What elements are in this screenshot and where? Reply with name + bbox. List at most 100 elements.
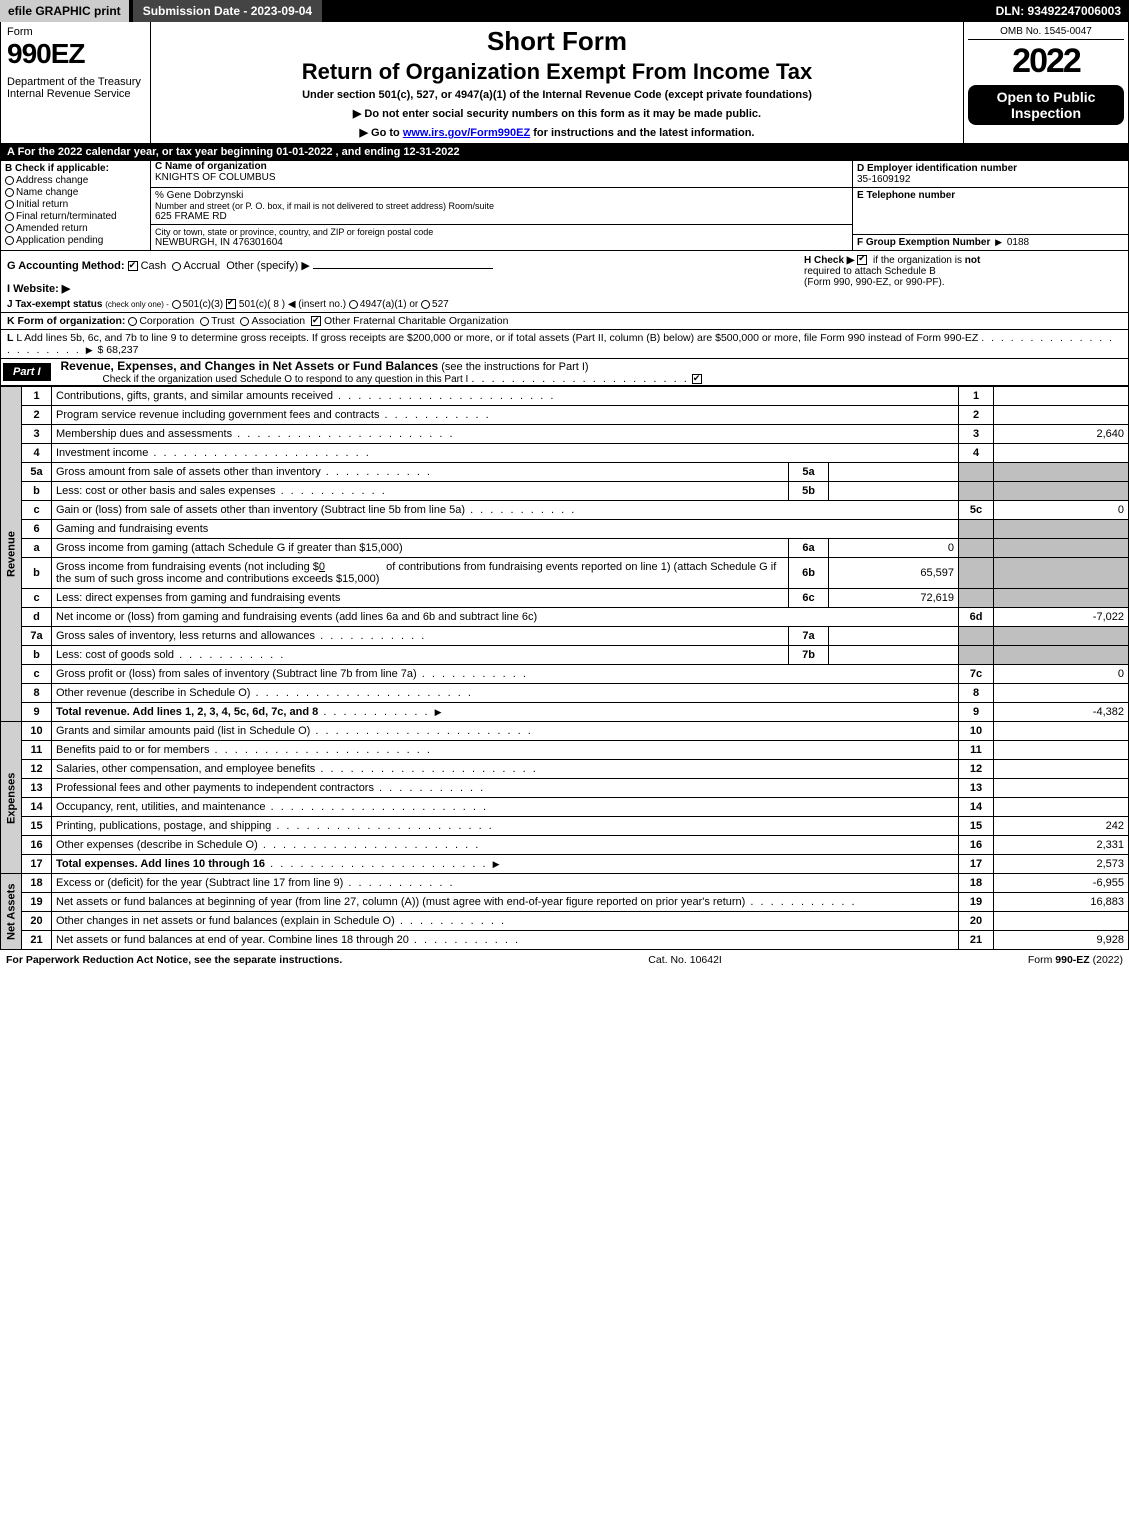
h-not: not (965, 255, 981, 266)
street-address: 625 FRAME RD (155, 211, 848, 222)
l14-num: 14 (22, 798, 52, 817)
l7a-rshade (959, 627, 994, 646)
l21-desc: Net assets or fund balances at end of ye… (52, 931, 959, 950)
table-row: c Gross profit or (loss) from sales of i… (1, 665, 1129, 684)
h-checkbox[interactable] (857, 255, 867, 265)
page-footer: For Paperwork Reduction Act Notice, see … (0, 950, 1129, 970)
l6b-desc: Gross income from fundraising events (no… (52, 558, 789, 589)
l5c-num: c (22, 501, 52, 520)
l12-rnum: 12 (959, 760, 994, 779)
l6-desc: Gaming and fundraising events (52, 520, 959, 539)
l8-rnum: 8 (959, 684, 994, 703)
table-row: 7a Gross sales of inventory, less return… (1, 627, 1129, 646)
dln-label: DLN: 93492247006003 (988, 0, 1129, 22)
l5c-desc: Gain or (loss) from sale of assets other… (52, 501, 959, 520)
l6d-amt: -7,022 (994, 608, 1129, 627)
k-trust-label: Trust (211, 315, 235, 327)
section-c: C Name of organization KNIGHTS OF COLUMB… (151, 161, 853, 250)
l3-desc: Membership dues and assessments (52, 425, 959, 444)
l-text: L Add lines 5b, 6c, and 7b to line 9 to … (16, 332, 978, 344)
l11-rnum: 11 (959, 741, 994, 760)
table-row: b Gross income from fundraising events (… (1, 558, 1129, 589)
table-row: Net Assets 18 Excess or (deficit) for th… (1, 874, 1129, 893)
k-trust-radio[interactable] (200, 317, 209, 326)
netassets-side-label: Net Assets (1, 874, 22, 950)
k-corp-label: Corporation (139, 315, 194, 327)
l7c-num: c (22, 665, 52, 684)
header-sub3: ▶ Go to www.irs.gov/Form990EZ for instru… (159, 126, 955, 139)
h-text2: if the organization is (873, 255, 962, 266)
l7b-ashade (994, 646, 1129, 665)
g-other-line (313, 268, 493, 269)
l16-amt: 2,331 (994, 836, 1129, 855)
l7a-sn: 7a (789, 627, 829, 646)
part1-schedule-o-checkbox[interactable] (692, 374, 702, 384)
table-row: b Less: cost of goods sold 7b (1, 646, 1129, 665)
b-opt-address-label: Address change (16, 175, 88, 186)
l5a-ashade (994, 463, 1129, 482)
l6a-desc: Gross income from gaming (attach Schedul… (52, 539, 789, 558)
part1-titleblock: Revenue, Expenses, and Changes in Net As… (53, 359, 705, 385)
g-cash-checkbox[interactable] (128, 261, 138, 271)
l7a-sv (829, 627, 959, 646)
header-center: Short Form Return of Organization Exempt… (151, 22, 963, 143)
k-assoc-radio[interactable] (240, 317, 249, 326)
b-opt-amended[interactable]: Amended return (5, 223, 146, 234)
j-sub: (check only one) - (105, 300, 169, 309)
l20-rnum: 20 (959, 912, 994, 931)
l6b-rshade (959, 558, 994, 589)
l11-amt (994, 741, 1129, 760)
l6c-sn: 6c (789, 589, 829, 608)
submission-date-button[interactable]: Submission Date - 2023-09-04 (133, 0, 322, 22)
l12-amt (994, 760, 1129, 779)
irs-link[interactable]: www.irs.gov/Form990EZ (403, 127, 530, 139)
k-corp-radio[interactable] (128, 317, 137, 326)
table-row: 11 Benefits paid to or for members 11 (1, 741, 1129, 760)
j-501c-checkbox[interactable] (226, 299, 236, 309)
section-b: B Check if applicable: Address change Na… (1, 161, 151, 250)
b-opt-initial[interactable]: Initial return (5, 199, 146, 210)
j-501c3-radio[interactable] (172, 300, 181, 309)
l15-rnum: 15 (959, 817, 994, 836)
section-f: F Group Exemption Number 0188 (853, 234, 1128, 250)
g-cash-label: Cash (141, 260, 167, 272)
j-label: J Tax-exempt status (7, 299, 102, 310)
l10-rnum: 10 (959, 722, 994, 741)
l6c-desc: Less: direct expenses from gaming and fu… (52, 589, 789, 608)
l6c-rshade (959, 589, 994, 608)
b-opt-name[interactable]: Name change (5, 187, 146, 198)
j-527-radio[interactable] (421, 300, 430, 309)
g-accrual-radio[interactable] (172, 262, 181, 271)
footer-right-bold: 990-EZ (1055, 954, 1089, 966)
l20-amt (994, 912, 1129, 931)
k-other-checkbox[interactable] (311, 316, 321, 326)
table-row: 21 Net assets or fund balances at end of… (1, 931, 1129, 950)
e-label: E Telephone number (857, 190, 955, 201)
l10-num: 10 (22, 722, 52, 741)
l4-desc: Investment income (52, 444, 959, 463)
b-opt-pending[interactable]: Application pending (5, 235, 146, 246)
b-opt-final[interactable]: Final return/terminated (5, 211, 146, 222)
b-opt-address[interactable]: Address change (5, 175, 146, 186)
l1-rnum: 1 (959, 387, 994, 406)
l-arrow-icon (84, 344, 95, 356)
l20-desc: Other changes in net assets or fund bala… (52, 912, 959, 931)
g-label: G Accounting Method: (7, 260, 125, 272)
l17-rnum: 17 (959, 855, 994, 874)
table-row: 5a Gross amount from sale of assets othe… (1, 463, 1129, 482)
j-501c-label: 501(c)( 8 ) ◀ (insert no.) (239, 299, 346, 310)
sub3-pre: ▶ Go to (360, 127, 403, 139)
l7b-sn: 7b (789, 646, 829, 665)
revenue-side-label: Revenue (1, 387, 22, 722)
part1-dots (471, 373, 688, 385)
efile-button[interactable]: efile GRAPHIC print (0, 0, 129, 22)
l5b-rshade (959, 482, 994, 501)
table-row: 12 Salaries, other compensation, and emp… (1, 760, 1129, 779)
header-right: OMB No. 1545-0047 2022 Open to Public In… (963, 22, 1128, 143)
j-4947-radio[interactable] (349, 300, 358, 309)
l6c-ashade (994, 589, 1129, 608)
l17-num: 17 (22, 855, 52, 874)
k-other-label: Other (324, 315, 350, 327)
l7c-rnum: 7c (959, 665, 994, 684)
table-row: 16 Other expenses (describe in Schedule … (1, 836, 1129, 855)
